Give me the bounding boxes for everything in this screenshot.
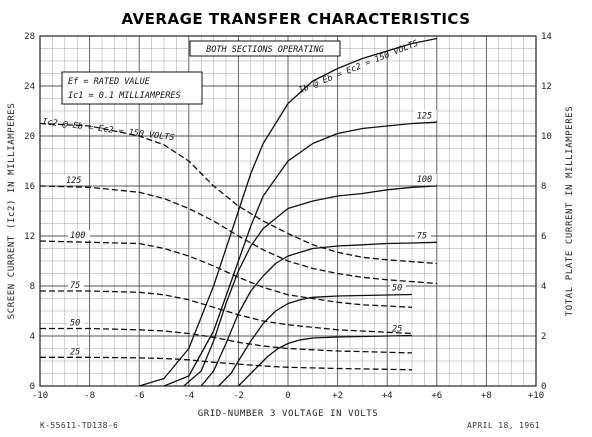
plate-label-bg: [390, 282, 406, 293]
screen-curve-label: 75: [70, 281, 80, 291]
plate-curve-label: 50: [392, 284, 402, 294]
y-axis-left-label: SCREEN CURRENT (Ic2) IN MILLIAMPERES: [7, 103, 17, 320]
y-right-tick-label: 6: [541, 232, 546, 242]
y-right-tick-label: 10: [541, 132, 552, 142]
y-axis-right-label: TOTAL PLATE CURRENT IN MILLIAMPERES: [565, 106, 575, 317]
x-tick-label: -10: [32, 391, 48, 401]
y-left-tick-label: 16: [24, 182, 35, 192]
plate-curve-25: [237, 334, 413, 387]
screen-curve-25: [40, 356, 413, 371]
y-right-tick-label: 12: [541, 82, 552, 92]
y-left-tick-label: 0: [30, 382, 35, 392]
condition-ic1: Ic1 = 0.1 MILLIAMPERES: [68, 91, 181, 101]
plot-frame: [39, 35, 537, 387]
y-left-tick-label: 20: [24, 132, 35, 142]
conditions-box: [61, 71, 203, 105]
screen-label-bg: [68, 230, 90, 240]
x-tick-label: +4: [382, 391, 393, 401]
x-tick-label: -8: [84, 391, 95, 401]
both-sections-box: [189, 40, 341, 57]
x-tick-label: -4: [183, 391, 194, 401]
x-tick-label: +8: [481, 391, 492, 401]
screen-label-bg: [68, 346, 84, 357]
y-right-tick-label: 8: [541, 182, 546, 192]
plate-curve-main: [139, 37, 437, 387]
x-tick-label: 0: [285, 391, 290, 401]
plate-curve-label: 125: [417, 111, 432, 121]
plate-label-bg: [414, 174, 437, 184]
screen-label-bg: [68, 317, 84, 328]
screen-curve-50: [40, 327, 413, 354]
y-left-tick-label: 4: [30, 332, 35, 342]
screen-curve-main: [39, 122, 437, 265]
x-tick-label: -6: [134, 391, 145, 401]
y-right-tick-label: 14: [541, 32, 552, 42]
x-tick-label: +6: [431, 391, 442, 401]
chart-title: AVERAGE TRANSFER CHARACTERISTICS: [121, 10, 470, 28]
plate-curve-label: 75: [417, 231, 427, 241]
condition-ef: Ef = RATED VALUE: [68, 77, 151, 87]
drawing-date: APRIL 18, 1961: [467, 421, 540, 430]
x-tick-label: +10: [528, 391, 544, 401]
x-axis-label: GRID-NUMBER 3 VOLTAGE IN VOLTS: [198, 409, 379, 419]
screen-curve-75: [40, 290, 413, 335]
plate-label-bg: [414, 230, 431, 241]
plate-curve-label: 25: [392, 325, 402, 335]
y-left-tick-label: 8: [30, 282, 35, 292]
tick-labels: -10 -8 -6 -4 -2 0 +2 +4 +6 +8 +1004812162024280246…: [24, 32, 552, 401]
screen-curve-125: [39, 185, 437, 285]
y-right-tick-label: 2: [541, 332, 546, 342]
plate-label-bg: [414, 110, 437, 121]
plate-curve-75: [200, 241, 437, 387]
y-right-tick-label: 4: [541, 282, 546, 292]
plate-curve-50: [218, 293, 413, 387]
both-sections-note: BOTH SECTIONS OPERATING: [206, 45, 324, 55]
y-left-tick-label: 12: [24, 232, 35, 242]
plate-curve-100: [183, 185, 437, 387]
screen-curve-label: 25: [70, 347, 80, 357]
x-tick-label: -2: [233, 391, 244, 401]
y-right-tick-label: 0: [541, 382, 546, 392]
plate-curve-125: [163, 121, 437, 387]
screen-curve-label: 50: [70, 319, 80, 329]
screen-curve-label: 100: [70, 231, 85, 241]
drawing-number: K-55611-TD138-6: [40, 421, 118, 430]
screen-label-bg: [64, 175, 86, 185]
screen-curve-100: [39, 240, 413, 308]
x-tick-label: +2: [332, 391, 343, 401]
series-layer: 125 100 75 50 25 125 100 75 50 25: [39, 37, 437, 387]
plate-label-bg: [390, 323, 406, 334]
screen-label-bg: [68, 280, 84, 290]
y-left-tick-label: 28: [24, 32, 35, 42]
y-left-tick-label: 24: [24, 82, 35, 92]
screen-family-label: Ic2 @ Eb = Ec2 = 150 VOLTS: [42, 117, 175, 143]
plate-curve-label: 100: [417, 175, 432, 185]
screen-curve-label: 125: [66, 176, 81, 186]
